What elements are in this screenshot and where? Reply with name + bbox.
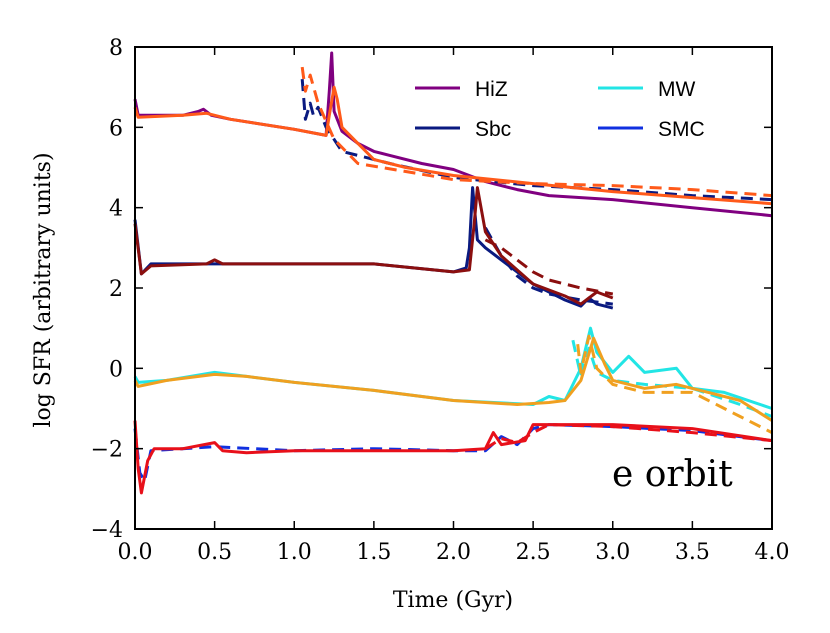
series-line-smc-red-solid [133, 420, 773, 495]
x-tick-label: 2.0 [436, 540, 471, 565]
x-tick-label: 1.5 [356, 540, 391, 565]
series-layer [133, 51, 773, 495]
x-tick-label: 4.0 [755, 540, 790, 565]
y-tick-label: 0 [109, 357, 123, 382]
ticks-layer: 0.0 0.5 1.0 1.5 2.0 2.5 3.0 3.5 4.0 −4 −2 0 2 4 6 8 [91, 36, 790, 565]
y-tick-label: 2 [109, 277, 123, 302]
series-line-hiz-solid [133, 51, 773, 218]
series-line-mw-orange-dashed [576, 334, 773, 434]
x-tick-label: 3.5 [675, 540, 710, 565]
y-tick-label: 8 [109, 36, 123, 61]
x-tick-label: 2.5 [516, 540, 551, 565]
y-tick-label: −4 [91, 518, 123, 543]
x-axis-label: Time (Gyr) [393, 588, 513, 613]
series-line-sbc-upper-dashed [300, 78, 773, 202]
annotation-e-orbit: e orbit [612, 454, 733, 495]
legend-label-mw: MW [658, 78, 695, 101]
series-line-hiz-orange-solid [133, 85, 773, 206]
y-axis-label: log SFR (arbitrary units) [31, 152, 56, 427]
y-tick-label: 4 [109, 197, 123, 222]
x-tick-label: 0.5 [197, 540, 232, 565]
legend-label-hiz: HiZ [475, 78, 508, 101]
series-line-hiz-orange-dashed [300, 66, 773, 198]
y-tick-label: −2 [91, 438, 123, 463]
series-line-smc-red-dashed [484, 423, 773, 450]
series-line-mw-orange-solid [133, 336, 773, 422]
x-tick-label: 3.0 [595, 540, 630, 565]
x-tick-label: 0.0 [118, 540, 153, 565]
y-tick-label: 6 [109, 116, 123, 141]
x-tick-label: 1.0 [277, 540, 312, 565]
series-line-sbc-middle-solid [133, 186, 614, 310]
legend-label-smc: SMC [658, 118, 705, 141]
legend: HiZ MW Sbc SMC [415, 78, 705, 141]
series-line-dark-red-dashed [484, 238, 614, 296]
legend-label-sbc: Sbc [475, 118, 511, 141]
series-line-dark-red-solid [133, 186, 614, 306]
series-line-sbc-middle-dashed [484, 227, 613, 306]
